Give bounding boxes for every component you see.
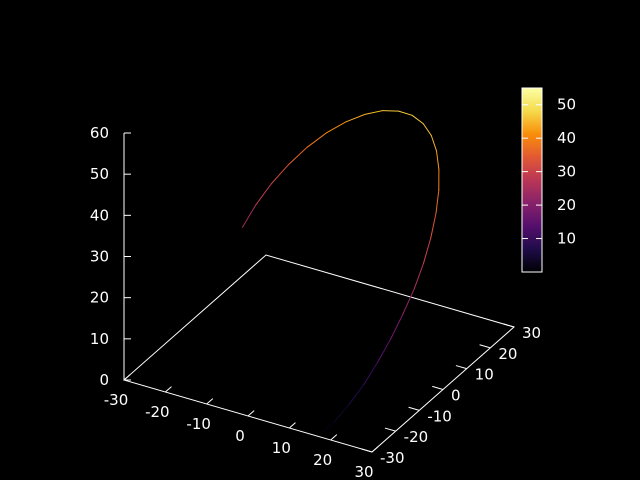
z-tick-label: 20 [90,289,109,307]
z-tick-label: 40 [90,206,109,224]
y-tick [455,365,467,370]
colorbar-tick-label: 40 [557,129,576,147]
colorbar: 10 20 30 40 50 [521,87,576,273]
z-tick-label: 10 [90,330,109,348]
curve-segment [287,146,308,166]
x-tick [165,386,172,393]
z-tick-label: 0 [99,371,109,389]
y-tick-label: -30 [380,449,405,467]
y-tick-label: -10 [427,407,452,425]
y-tick [503,323,515,328]
y-tick [361,448,373,453]
curve-segment [319,420,336,436]
curve-segment [382,110,400,112]
curve-segment [242,204,257,228]
curve-segment [255,183,272,206]
y-tick [479,344,491,349]
y-tick [408,406,420,411]
y-tick [384,427,396,432]
colorbar-tick-label: 10 [557,230,576,248]
x-tick [247,410,255,417]
y-tick-label: 0 [451,387,461,405]
curve-group [242,110,440,436]
curve-segment [270,164,289,185]
x-tick-label: 0 [235,427,245,445]
colorbar-tick-label: 20 [557,196,576,214]
x-tick-label: -30 [104,391,129,409]
curve-segment [334,403,350,422]
y-tick [432,385,444,390]
curve-segment [376,338,391,364]
y-tick-label: 30 [522,324,541,342]
x-tick [206,398,214,405]
colorbar-frame [521,87,543,273]
x-tick [371,446,379,453]
x-tick [123,374,131,381]
curve-segment [402,288,415,316]
x-tick [330,434,338,441]
x-tick-label: 10 [272,439,291,457]
y-tick-label: 10 [475,366,494,384]
x-tick-label: 30 [354,463,373,480]
curve-segment [436,150,440,170]
x-tick [289,422,296,429]
curve-segment [363,362,378,386]
z-tick-label: 50 [90,165,109,183]
curve-segment [430,212,437,239]
curve-segment [326,121,347,134]
curve-segment [348,384,365,405]
colorbar-tick-label: 50 [557,96,576,114]
curve-segment [398,110,413,116]
curve-segment [306,132,327,148]
x-tick-label: 20 [313,451,332,469]
curve-segment [423,237,432,264]
x-tick-label: -20 [145,403,170,421]
curve-segment [430,135,437,152]
curve-segment [390,314,404,340]
curve-segment [364,110,384,115]
colorbar-tick-label: 30 [557,163,576,181]
curve-segment [411,114,424,125]
curve-segment [345,113,366,123]
y-tick-label: 20 [498,345,517,363]
z-tick-label: 60 [90,124,109,142]
y-tick-label: -20 [404,428,429,446]
curve-segment [422,123,432,136]
x-tick-label: -10 [186,415,211,433]
curve-segment [435,189,440,214]
curve-segment [413,262,424,290]
colorbar-fill [522,88,542,272]
axes-group: 0102030405060-30-20-100102030-30-20-1001… [90,124,541,480]
z-tick-label: 30 [90,248,109,266]
